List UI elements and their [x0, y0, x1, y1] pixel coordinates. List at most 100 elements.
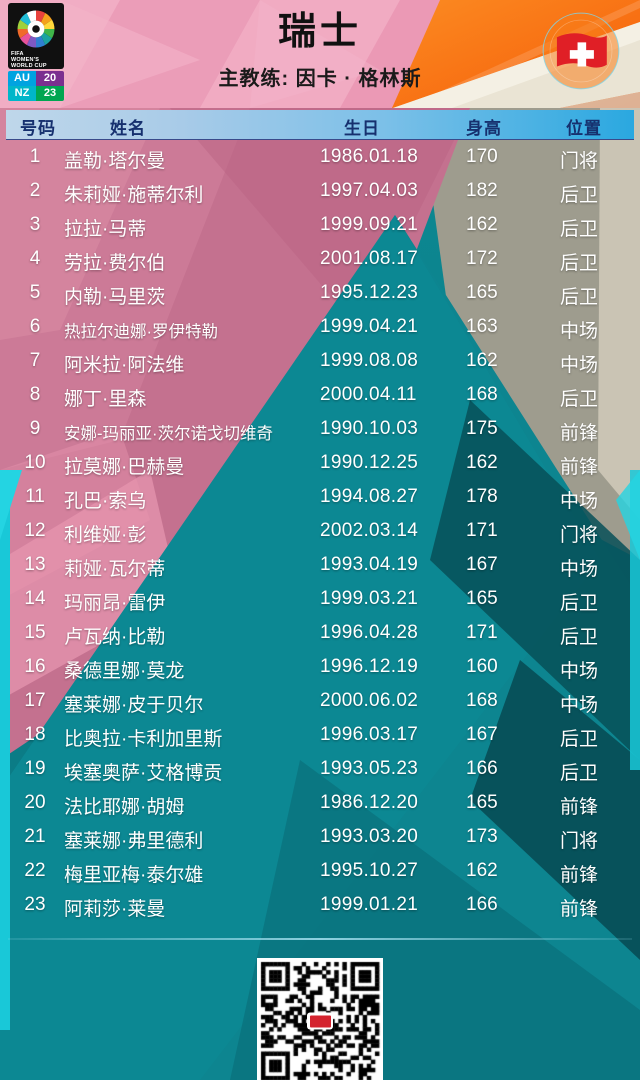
cell-number: 16 — [24, 656, 46, 677]
cell-position: 门将 — [560, 525, 599, 546]
table-bottom-divider — [8, 938, 632, 940]
cell-name: 法比耶娜·胡姆 — [64, 797, 185, 818]
cell-height: 170 — [466, 146, 498, 167]
cell-height: 165 — [466, 588, 498, 609]
cell-height: 162 — [466, 860, 498, 881]
cell-height: 166 — [466, 758, 498, 779]
table-row: 17 塞莱娜·皮于贝尔 2000.06.02 168 中场 — [0, 686, 640, 720]
cell-position: 后卫 — [560, 253, 599, 274]
cell-name: 孔巴·索乌 — [64, 491, 147, 512]
cell-height: 165 — [466, 792, 498, 813]
cell-birthday: 1995.12.23 — [320, 282, 419, 303]
cell-birthday: 1999.03.21 — [320, 588, 419, 609]
cell-name: 劳拉·费尔伯 — [64, 253, 166, 274]
cell-position: 中场 — [560, 559, 599, 580]
logo-23: 23 — [36, 86, 64, 101]
cell-birthday: 1994.08.27 — [320, 486, 419, 507]
table-row: 9 安娜-玛丽亚·茨尔诺戈切维奇 1990.10.03 175 前锋 — [0, 414, 640, 448]
cell-position: 后卫 — [560, 729, 599, 750]
cell-birthday: 1993.04.19 — [320, 554, 419, 575]
cell-number: 6 — [29, 316, 41, 337]
cell-number: 10 — [24, 452, 46, 473]
cell-number: 5 — [29, 282, 41, 303]
cell-name: 卢瓦纳·比勒 — [64, 627, 166, 648]
cell-name: 桑德里娜·莫龙 — [64, 661, 185, 682]
cell-birthday: 2000.04.11 — [320, 384, 417, 405]
cell-number: 11 — [25, 486, 45, 507]
cell-name: 朱莉娅·施蒂尔利 — [64, 185, 204, 206]
cell-birthday: 1993.05.23 — [320, 758, 419, 779]
table-row: 14 玛丽昂·雷伊 1999.03.21 165 后卫 — [0, 584, 640, 618]
table-row: 10 拉莫娜·巴赫曼 1990.12.25 162 前锋 — [0, 448, 640, 482]
cell-height: 162 — [466, 214, 498, 235]
cell-position: 后卫 — [560, 627, 599, 648]
cell-position: 中场 — [560, 491, 599, 512]
cell-number: 21 — [24, 826, 46, 847]
cell-position: 后卫 — [560, 287, 599, 308]
cell-position: 前锋 — [560, 797, 599, 818]
col-header-number: 号码 — [20, 119, 56, 138]
cell-name: 埃塞奥萨·艾格博贡 — [64, 763, 223, 784]
cell-name: 盖勒·塔尔曼 — [64, 151, 166, 172]
table-row: 7 阿米拉·阿法维 1999.08.08 162 中场 — [0, 346, 640, 380]
qr-center-logo — [307, 1012, 333, 1030]
cell-name: 热拉尔迪娜·罗伊特勒 — [64, 323, 218, 341]
cell-number: 9 — [29, 418, 41, 439]
fifa-ball-icon — [16, 9, 56, 49]
cell-height: 162 — [466, 350, 498, 371]
table-row: 19 埃塞奥萨·艾格博贡 1993.05.23 166 后卫 — [0, 754, 640, 788]
cell-birthday: 1986.12.20 — [320, 792, 419, 813]
table-row: 16 桑德里娜·莫龙 1996.12.19 160 中场 — [0, 652, 640, 686]
cell-number: 12 — [24, 520, 46, 541]
cell-position: 后卫 — [560, 219, 599, 240]
cell-birthday: 1996.04.28 — [320, 622, 419, 643]
cell-number: 13 — [24, 554, 46, 575]
cell-height: 171 — [466, 622, 498, 643]
table-row: 1 盖勒·塔尔曼 1986.01.18 170 门将 — [0, 142, 640, 176]
cell-position: 中场 — [560, 321, 599, 342]
cell-height: 160 — [466, 656, 498, 677]
cell-birthday: 1997.04.03 — [320, 180, 419, 201]
cell-birthday: 1990.12.25 — [320, 452, 419, 473]
cell-height: 168 — [466, 384, 498, 405]
cell-birthday: 1996.03.17 — [320, 724, 419, 745]
col-header-name: 姓名 — [110, 119, 146, 138]
cell-height: 172 — [466, 248, 498, 269]
cell-number: 8 — [29, 384, 41, 405]
coach-label: 主教练: 因卡 · 格林斯 — [218, 68, 422, 90]
cell-position: 前锋 — [560, 899, 599, 920]
cell-birthday: 1999.01.21 — [320, 894, 419, 915]
cell-name: 内勒·马里茨 — [64, 287, 166, 308]
table-row: 22 梅里亚梅·泰尔雄 1995.10.27 162 前锋 — [0, 856, 640, 890]
cell-number: 22 — [24, 860, 46, 881]
cell-birthday: 2000.06.02 — [320, 690, 419, 711]
cell-number: 7 — [29, 350, 41, 371]
cell-height: 167 — [466, 724, 498, 745]
logo-host-year: AU 20 NZ 23 — [8, 71, 64, 101]
cell-position: 门将 — [560, 831, 599, 852]
cell-number: 3 — [29, 214, 41, 235]
cell-name: 娜丁·里森 — [64, 389, 147, 410]
cell-name: 塞莱娜·弗里德利 — [64, 831, 204, 852]
cell-number: 20 — [24, 792, 46, 813]
table-row: 21 塞莱娜·弗里德利 1993.03.20 173 门将 — [0, 822, 640, 856]
cell-position: 中场 — [560, 695, 599, 716]
cell-number: 14 — [24, 588, 46, 609]
cell-position: 门将 — [560, 151, 599, 172]
logo-au: AU — [8, 71, 36, 86]
cell-birthday: 1993.03.20 — [320, 826, 419, 847]
qr-code[interactable] — [257, 958, 383, 1080]
cell-birthday: 1999.08.08 — [320, 350, 419, 371]
table-row: 15 卢瓦纳·比勒 1996.04.28 171 后卫 — [0, 618, 640, 652]
col-header-position: 位置 — [566, 119, 602, 138]
cell-height: 175 — [466, 418, 498, 439]
poster-header: FIFA WOMEN'S WORLD CUP AU 20 NZ 23 瑞士 主教… — [0, 0, 640, 108]
cell-number: 15 — [24, 622, 46, 643]
cell-number: 17 — [24, 690, 46, 711]
table-row: 13 莉娅·瓦尔蒂 1993.04.19 167 中场 — [0, 550, 640, 584]
cell-name: 比奥拉·卡利加里斯 — [64, 729, 223, 750]
table-row: 11 孔巴·索乌 1994.08.27 178 中场 — [0, 482, 640, 516]
col-header-height: 身高 — [466, 119, 502, 138]
col-header-birthday: 生日 — [344, 119, 380, 138]
cell-birthday: 1990.10.03 — [320, 418, 419, 439]
